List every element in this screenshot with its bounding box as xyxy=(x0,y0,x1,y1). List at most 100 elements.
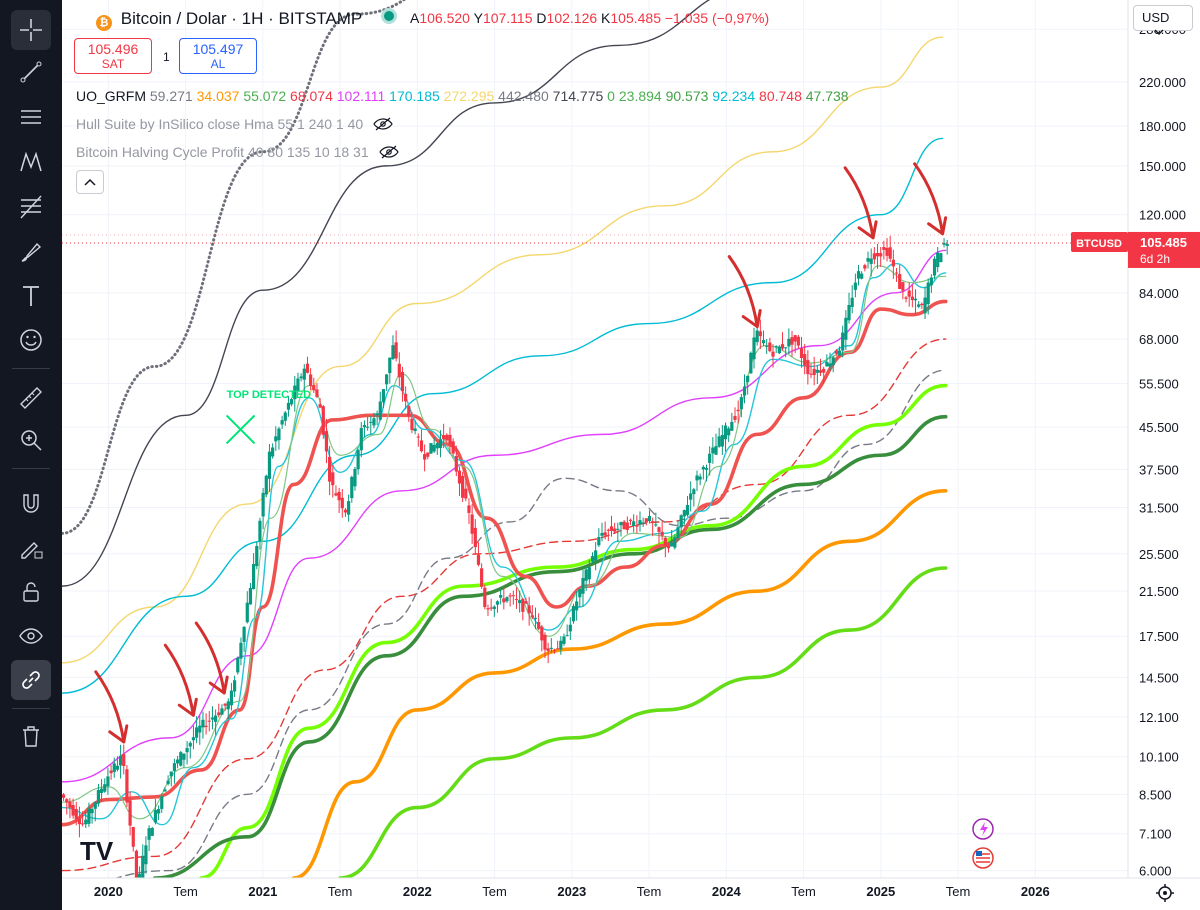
candle-body xyxy=(875,253,880,257)
lock-tool-icon[interactable] xyxy=(11,572,51,612)
link-tool-icon[interactable] xyxy=(11,660,51,700)
pattern-tool-icon[interactable] xyxy=(11,142,51,182)
price-tick-label: 14.500 xyxy=(1139,670,1179,685)
candle-body xyxy=(708,453,712,463)
fib-tool-icon[interactable] xyxy=(11,187,51,227)
candle-body xyxy=(711,447,715,454)
collapse-legend-button[interactable] xyxy=(76,170,104,194)
series-line-3 xyxy=(62,137,944,694)
price-tick-label: 68.000 xyxy=(1139,332,1179,347)
candle-body xyxy=(372,418,376,426)
crosshair-tool-icon[interactable] xyxy=(11,10,51,50)
candle-body xyxy=(147,828,151,840)
buy-button[interactable]: 105.497 AL xyxy=(179,38,257,74)
symbol-title[interactable]: ₿ Bitcoin / Dolar · 1H · BITSTAMP xyxy=(96,8,397,31)
candle-body xyxy=(834,350,838,354)
candle-body xyxy=(898,274,902,289)
hidden-eye-icon[interactable] xyxy=(373,117,393,131)
halving-indicator-legend[interactable]: Bitcoin Halving Cycle Profit 40 80 135 1… xyxy=(76,144,399,160)
candle-body xyxy=(106,776,110,787)
candle-body xyxy=(891,259,895,267)
ruler-tool-icon[interactable] xyxy=(11,378,51,418)
candle-body xyxy=(103,784,107,792)
candle-body xyxy=(245,602,249,623)
zoom-in-icon xyxy=(21,430,42,451)
chart-area[interactable]: TOP DETECTED 280.000220.000180.000150.00… xyxy=(62,0,1200,910)
candle-body xyxy=(761,340,766,344)
candle-body xyxy=(220,708,224,715)
candle-body xyxy=(271,447,275,457)
brush-icon xyxy=(21,242,42,262)
uo-value: 92.234 xyxy=(708,88,756,104)
candle-body xyxy=(277,428,281,441)
zoom-tool-icon[interactable] xyxy=(11,420,51,460)
trash-icon xyxy=(23,726,39,747)
red-arrow-2 xyxy=(194,621,226,695)
candle-body xyxy=(416,436,420,438)
candle-body xyxy=(179,752,183,766)
emoji-tool-icon[interactable] xyxy=(11,320,51,360)
uo-value: 59.271 xyxy=(149,88,193,104)
candle-body xyxy=(318,404,322,408)
price-tick-label: 37.500 xyxy=(1139,462,1179,477)
settings-gear-icon[interactable] xyxy=(1156,884,1174,902)
time-axis: 2020 Tem 2021 Tem 2022 Tem 2023 Tem 2024 Tem 2025 T… xyxy=(94,884,1050,899)
candle-body xyxy=(353,468,357,487)
candle-body xyxy=(214,715,218,722)
candle-body xyxy=(248,588,253,605)
candle-body xyxy=(309,374,313,387)
candle-body xyxy=(540,626,544,641)
red-arrow-head-2 xyxy=(208,675,229,695)
hidden-eye-icon[interactable] xyxy=(378,145,399,159)
candle-body xyxy=(774,346,778,348)
symbol-title-text: Bitcoin / Dolar · 1H · BITSTAMP xyxy=(120,9,362,28)
candle-body xyxy=(929,277,933,286)
candle-body xyxy=(717,436,721,447)
candle-body xyxy=(198,725,202,733)
candle-body xyxy=(343,509,348,513)
uo-indicator-legend[interactable]: UO_GRFM 59.271 34.037 55.072 68.074 102.… xyxy=(76,88,849,104)
price-tick-label: 55.500 xyxy=(1139,377,1179,392)
lock-drawing-tool-icon[interactable] xyxy=(11,528,51,568)
candle-body xyxy=(391,345,395,359)
candle-body xyxy=(556,648,560,650)
price-tick-label: 7.100 xyxy=(1139,827,1172,842)
flash-icon[interactable] xyxy=(972,818,994,840)
price-chart[interactable]: TOP DETECTED 280.000220.000180.000150.00… xyxy=(62,0,1200,910)
horizontal-lines-tool-icon[interactable] xyxy=(11,97,51,137)
text-tool-icon[interactable] xyxy=(11,276,51,316)
candle-body xyxy=(571,605,576,622)
candle-body xyxy=(828,363,832,367)
candle-body xyxy=(419,440,424,452)
hull-indicator-legend[interactable]: Hull Suite by InSilico close Hma 55 1 24… xyxy=(76,116,393,132)
candle-body xyxy=(714,446,718,455)
uo-value: 80.748 xyxy=(755,88,802,104)
flag-icon[interactable] xyxy=(972,847,994,869)
trend-line-tool-icon[interactable] xyxy=(11,52,51,92)
candle-body xyxy=(888,247,892,259)
delete-tool-icon[interactable] xyxy=(11,716,51,756)
candle-body xyxy=(385,374,389,385)
time-tick-label: Tem xyxy=(173,884,198,899)
candle-body xyxy=(84,819,88,825)
visibility-tool-icon[interactable] xyxy=(11,616,51,656)
xabcd-pattern-icon xyxy=(20,151,42,172)
candle-body xyxy=(432,444,436,452)
candle-body xyxy=(495,601,500,605)
candle-body xyxy=(632,521,636,526)
crosshair-icon xyxy=(20,19,42,41)
sell-button[interactable]: 105.496 SAT xyxy=(74,38,152,74)
candle-body xyxy=(451,441,455,454)
candle-body xyxy=(394,342,398,359)
currency-select[interactable]: USD xyxy=(1133,5,1193,35)
time-scale-background[interactable] xyxy=(62,878,1200,910)
price-tick-label: 17.500 xyxy=(1139,629,1179,644)
candle-body xyxy=(790,337,794,345)
market-status-icon[interactable] xyxy=(380,8,397,24)
hull-indicator-name: Hull Suite by InSilico close Hma 55 1 24… xyxy=(76,116,364,132)
brush-tool-icon[interactable] xyxy=(11,232,51,272)
price-scale-background[interactable] xyxy=(1128,0,1200,910)
series-line-7 xyxy=(199,383,948,880)
magnet-tool-icon[interactable] xyxy=(11,484,51,524)
bitcoin-icon: ₿ xyxy=(96,15,112,31)
